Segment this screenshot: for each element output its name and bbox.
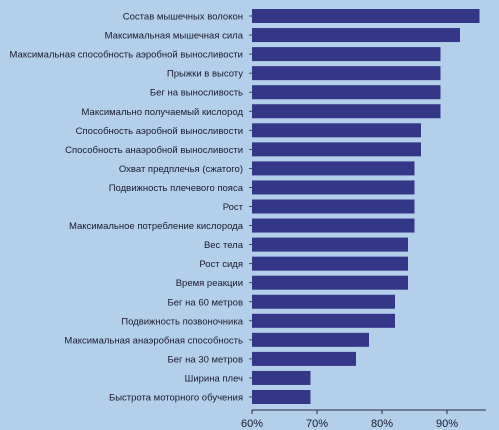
x-tick-label-1: 60%: [241, 418, 263, 430]
category-labels-group: Состав мышечных волокон Максимальная мыше…: [10, 12, 244, 404]
category-label-10: Подвижность плечевого пояса: [109, 183, 244, 194]
bar-14: [252, 256, 408, 271]
category-label-1: Состав мышечных волокон: [123, 12, 243, 23]
bar-16: [252, 294, 395, 309]
bar-4: [252, 66, 441, 81]
category-label-13: Вес тела: [204, 240, 244, 251]
category-label-19: Бег на 30 метров: [168, 354, 243, 365]
bar-6: [252, 104, 441, 119]
bar-9: [252, 161, 415, 176]
bar-19: [252, 351, 356, 366]
bar-13: [252, 237, 408, 252]
category-label-4: Прыжки в высоту: [167, 69, 243, 80]
x-tick-label-3: 80%: [371, 418, 393, 430]
category-label-9: Охват предплечья (сжатого): [119, 164, 243, 175]
category-label-3: Максимальная способность аэробной выносл…: [10, 50, 243, 61]
category-label-21: Быстрота моторного обучения: [109, 393, 243, 404]
category-label-18: Максимальная анаэробная способность: [64, 335, 243, 346]
bar-12: [252, 218, 415, 233]
bar-18: [252, 332, 369, 347]
bar-1: [252, 9, 480, 23]
bar-2: [252, 28, 460, 43]
bar-20: [252, 370, 311, 385]
x-axis-ticks-group: 60% 70% 80% 90%: [241, 410, 458, 430]
category-label-15: Время реакции: [176, 278, 243, 289]
category-label-16: Бег на 60 метров: [168, 297, 243, 308]
bar-7: [252, 123, 421, 138]
category-label-2: Максимальная мышечная сила: [105, 31, 244, 42]
bar-5: [252, 85, 441, 100]
category-label-20: Ширина плеч: [185, 373, 243, 384]
bar-8: [252, 142, 421, 157]
category-label-17: Подвижность позвоночника: [121, 316, 243, 327]
y-axis-ticks-group: [249, 15, 252, 398]
bar-17: [252, 313, 395, 328]
category-label-6: Максимально получаемый кислород: [82, 107, 244, 118]
category-label-7: Способность аэробной выносливости: [76, 126, 243, 137]
x-tick-label-2: 70%: [306, 418, 328, 430]
category-label-5: Бег на выносливость: [150, 88, 243, 99]
bar-3: [252, 47, 441, 62]
bar-11: [252, 199, 415, 214]
category-label-8: Способность анаэробной выносливости: [65, 145, 243, 156]
category-label-12: Максимальное потребление кислорода: [69, 221, 244, 232]
category-label-11: Рост: [223, 202, 244, 213]
bars-group: [252, 9, 480, 404]
category-label-14: Рост сидя: [199, 259, 243, 270]
bar-21: [252, 390, 311, 404]
bar-15: [252, 275, 408, 290]
bar-10: [252, 180, 415, 195]
x-tick-label-4: 90%: [436, 418, 458, 430]
